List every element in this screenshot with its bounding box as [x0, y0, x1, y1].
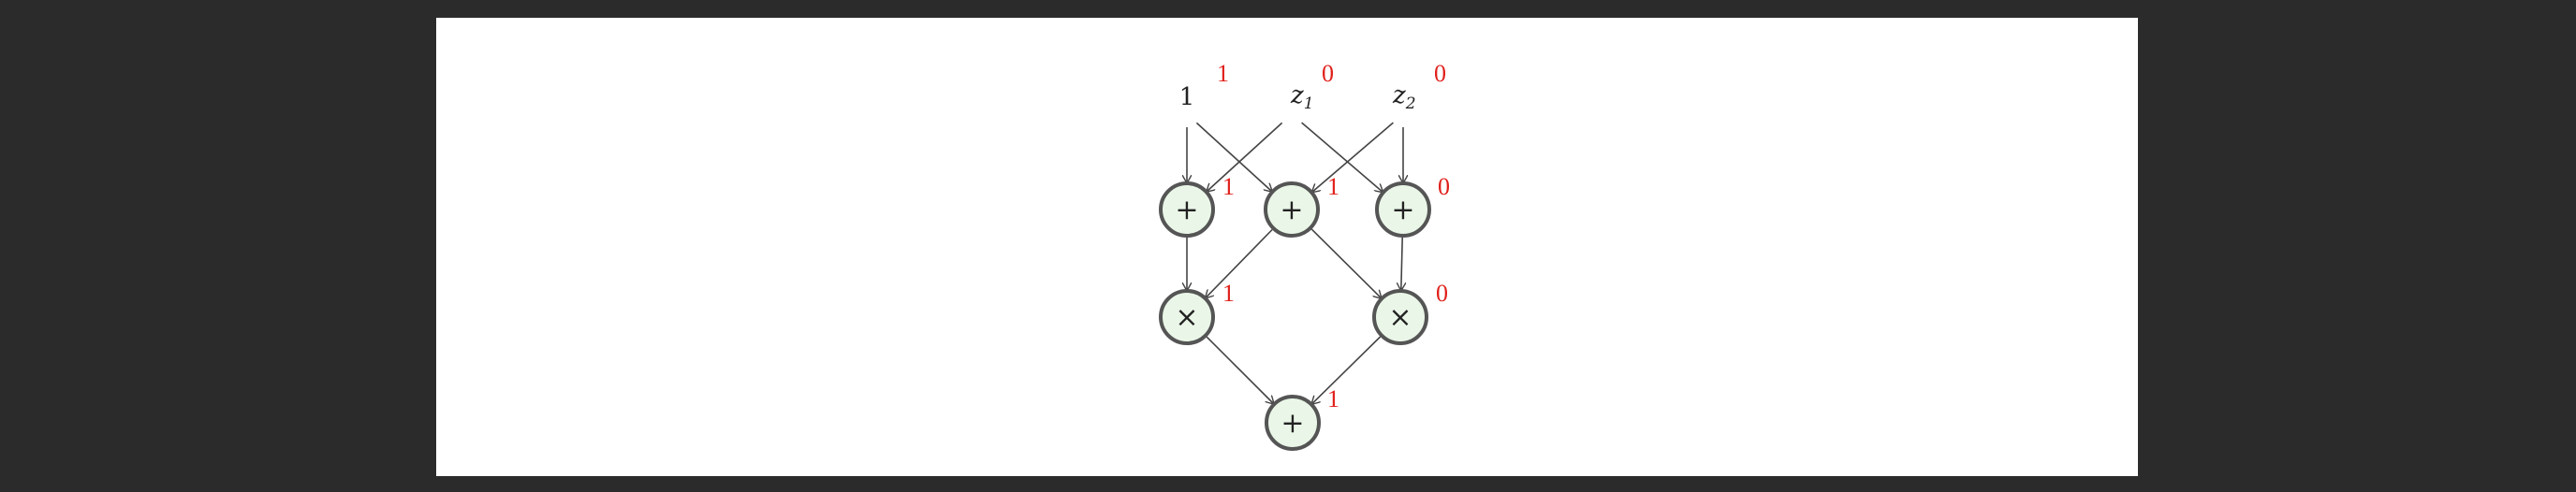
plus-node-1-op: + — [1175, 194, 1198, 226]
times-node-2: × 0 — [1372, 280, 1448, 345]
input-z2-subscript: 2 — [1405, 94, 1416, 113]
times-node-1: × 1 — [1159, 280, 1235, 345]
input-z1-value: 0 — [1322, 60, 1334, 87]
edge-times1-to-plus_out — [1206, 336, 1273, 403]
plus-node-3-op: + — [1391, 194, 1414, 226]
output-plus-node-value: 1 — [1327, 385, 1339, 412]
times-node-1-value: 1 — [1222, 280, 1235, 307]
diagram-page: 1 1 z1 0 z2 0 + 1 + 1 — [436, 18, 2138, 476]
times-node-2-op: × — [1388, 301, 1412, 334]
input-z1: z1 0 — [1290, 60, 1334, 113]
plus-node-2-op: + — [1280, 194, 1303, 226]
input-one-value: 1 — [1217, 60, 1229, 87]
times-node-1-op: × — [1175, 301, 1198, 334]
edge-plus2-to-times1 — [1206, 228, 1273, 298]
plus-node-2-value: 1 — [1327, 173, 1339, 200]
times-node-2-value: 0 — [1436, 280, 1448, 307]
edge-z1-to-plus1 — [1207, 122, 1283, 191]
input-z2: z2 0 — [1392, 60, 1446, 113]
plus-node-2: + 1 — [1264, 173, 1339, 238]
computation-graph: 1 1 z1 0 z2 0 + 1 + 1 — [1159, 60, 1450, 451]
input-z1-subscript: 1 — [1304, 94, 1314, 113]
edge-times2-to-plus_out — [1312, 336, 1382, 404]
plus-node-1-value: 1 — [1222, 173, 1235, 200]
plus-node-3: + 0 — [1375, 173, 1450, 238]
input-one-label: 1 — [1179, 83, 1195, 111]
input-one: 1 1 — [1179, 60, 1229, 111]
output-plus-node: + 1 — [1265, 385, 1339, 451]
edges-layer — [1187, 122, 1403, 404]
edge-plus3-to-times2 — [1401, 237, 1402, 290]
input-z2-label: z2 — [1392, 81, 1416, 113]
edge-plus2-to-times2 — [1310, 228, 1381, 298]
input-z2-value: 0 — [1434, 60, 1446, 87]
edge-z1-to-plus3 — [1301, 122, 1383, 192]
output-plus-node-op: + — [1281, 407, 1304, 440]
plus-node-3-value: 0 — [1438, 173, 1450, 200]
edge-one-to-plus2 — [1195, 122, 1271, 191]
input-z1-label: z1 — [1290, 81, 1314, 113]
plus-node-1: + 1 — [1159, 173, 1235, 238]
edge-z2-to-plus2 — [1312, 122, 1394, 192]
